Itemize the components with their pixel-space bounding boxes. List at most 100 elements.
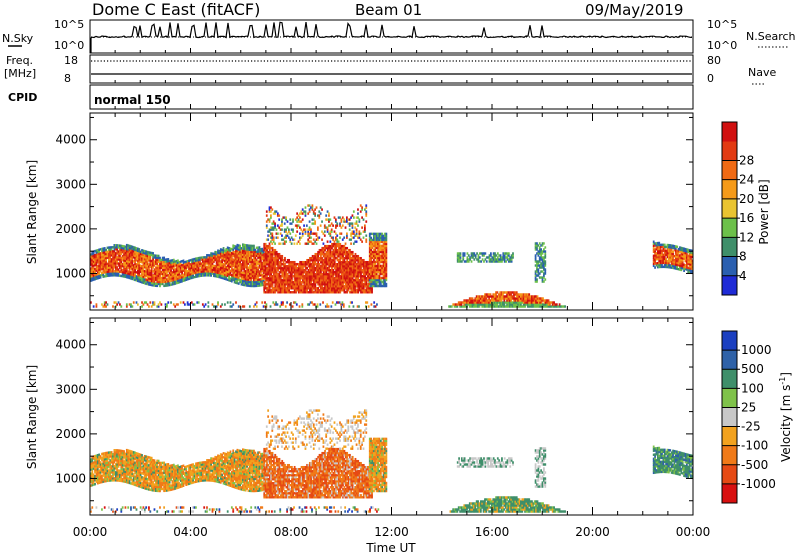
heatmap-cell <box>471 260 473 262</box>
heatmap-cell <box>490 252 492 254</box>
heatmap-cell <box>327 240 329 242</box>
heatmap-cell <box>278 218 280 220</box>
heatmap-cell <box>544 268 546 270</box>
heatmap-cell <box>299 232 301 234</box>
heatmap-cell <box>302 218 304 220</box>
heatmap-cell <box>385 283 387 285</box>
heatmap-cell <box>273 236 275 238</box>
heatmap-cell <box>512 252 514 254</box>
heatmap-cell <box>281 255 283 257</box>
nsearch-tick-bottom: 10^0 <box>707 39 737 52</box>
heatmap-cell <box>345 226 347 228</box>
heatmap-cell <box>363 218 365 220</box>
nave-tick-bottom: 0 <box>707 72 714 85</box>
heatmap-cell <box>284 222 286 224</box>
heatmap-cell <box>320 212 322 214</box>
heatmap-cell <box>316 206 318 208</box>
heatmap-cell <box>357 212 359 214</box>
beam-title: Beam 01 <box>355 1 422 19</box>
heatmap-cell <box>287 220 289 222</box>
heatmap-cell <box>276 228 278 230</box>
heatmap-cell <box>331 228 333 230</box>
nsky-label: N.Sky <box>2 32 34 45</box>
nsearch-label: N.Search <box>746 30 796 43</box>
heatmap-cell <box>543 242 545 244</box>
heatmap-cell <box>356 220 358 222</box>
heatmap-cell <box>357 208 359 210</box>
cpid-label: CPID <box>8 91 37 104</box>
heatmap-cell <box>360 232 362 234</box>
date-title: 09/May/2019 <box>585 1 683 19</box>
heatmap-cell <box>305 228 307 230</box>
heatmap-cell <box>332 236 334 238</box>
heatmap-cell <box>654 266 656 268</box>
nsky-tick-bottom: 10^0 <box>54 39 84 52</box>
freq-unit: [MHz] <box>4 67 36 80</box>
heatmap-cell <box>324 234 326 236</box>
heatmap-cell <box>357 224 359 226</box>
heatmap-cell <box>316 232 318 234</box>
heatmap-cell <box>138 248 140 250</box>
heatmap-cell <box>325 214 327 216</box>
power-heatmap <box>90 204 693 307</box>
heatmap-cell <box>345 242 347 244</box>
heatmap-cell <box>365 204 367 206</box>
heatmap-cell <box>295 234 297 236</box>
heatmap-cell <box>281 234 283 236</box>
heatmap-cell <box>291 242 293 244</box>
heatmap-cell <box>676 246 678 248</box>
heatmap-cell <box>314 220 316 222</box>
heatmap-cell <box>339 236 341 238</box>
heatmap-cell <box>266 214 268 216</box>
heatmap-cell <box>343 236 345 238</box>
heatmap-cell <box>303 224 305 226</box>
heatmap-cell <box>299 216 301 218</box>
heatmap-cell <box>460 252 462 254</box>
heatmap-cell <box>266 224 268 226</box>
nsearch-tick-top: 10^5 <box>707 18 737 31</box>
heatmap-cell <box>564 305 566 307</box>
heatmap-cell <box>358 218 360 220</box>
heatmap-cell <box>253 245 255 247</box>
heatmap-cell <box>336 234 338 236</box>
heatmap-cell <box>152 252 154 254</box>
freq-label: Freq. <box>6 54 33 67</box>
heatmap-cell <box>342 224 344 226</box>
heatmap-cell <box>288 228 290 230</box>
nsky-tick-top: 10^5 <box>54 18 84 31</box>
cpid-value: normal 150 <box>94 93 171 107</box>
heatmap-cell <box>338 240 340 242</box>
heatmap-cell <box>544 250 546 252</box>
heatmap-cell <box>329 218 331 220</box>
heatmap-cell <box>310 236 312 238</box>
freq-tick-bottom: 8 <box>64 72 71 85</box>
heatmap-cell <box>356 240 358 242</box>
heatmap-cell <box>292 228 294 230</box>
heatmap-cell <box>270 214 272 216</box>
heatmap-cell <box>299 242 301 244</box>
heatmap-cell <box>316 242 318 244</box>
heatmap-cell <box>329 240 331 242</box>
heatmap-cell <box>305 206 307 208</box>
heatmap-cell <box>271 208 273 210</box>
heatmap-cell <box>274 242 276 244</box>
heatmap-cell <box>336 222 338 224</box>
heatmap-cell <box>353 216 355 218</box>
heatmap-cell <box>296 230 298 232</box>
heatmap-cell <box>285 240 287 242</box>
heatmap-cell <box>266 210 268 212</box>
heatmap-cell <box>385 233 387 235</box>
heatmap-cell <box>278 214 280 216</box>
heatmap-cell <box>292 218 294 220</box>
heatmap-cell <box>320 224 322 226</box>
heatmap-cell <box>294 238 296 240</box>
heatmap-cell <box>294 242 296 244</box>
freq-tick-top: 18 <box>64 54 78 67</box>
heatmap-cell <box>277 232 279 234</box>
heatmap-cell <box>310 228 312 230</box>
heatmap-cell <box>346 232 348 234</box>
heatmap-cell <box>365 210 367 212</box>
heatmap-cell <box>536 278 538 280</box>
heatmap-cell <box>365 220 367 222</box>
